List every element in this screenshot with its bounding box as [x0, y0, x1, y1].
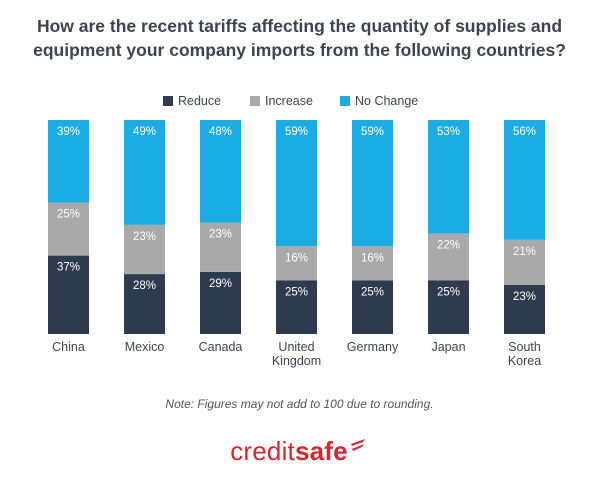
bar-group-china: 37% 25% 39% China: [48, 120, 89, 354]
data-label: 39%: [57, 126, 80, 138]
bar-segment-reduce: [48, 255, 89, 334]
chart-title-line-1: How are the recent tariffs affecting the…: [36, 16, 563, 36]
stacked-bar-chart: Reduce Increase No Change 37% 25% 39% China 28%…: [48, 94, 545, 368]
chart-title-line-2: equipment your company imports from the …: [33, 40, 566, 60]
legend-label-increase: Increase: [265, 94, 313, 108]
logo-text-safe: safe: [294, 436, 348, 466]
data-label: 53%: [437, 126, 460, 138]
chart-note: Note: Figures may not add to 100 due to …: [165, 397, 434, 411]
category-label: China: [52, 340, 85, 354]
bar-segment-increase: [352, 246, 393, 281]
creditsafe-logo: creditsafe: [0, 436, 599, 467]
bar-segment-no-change: [276, 120, 317, 247]
data-label: 56%: [513, 126, 536, 138]
category-label: Kingdom: [272, 354, 321, 368]
bar-segment-no-change: [428, 120, 469, 234]
bar-group-japan: 25% 22% 53% Japan: [428, 120, 469, 354]
data-label: 59%: [361, 126, 384, 138]
bar-group-mexico: 28% 23% 49% Mexico: [124, 120, 165, 354]
data-label: 25%: [361, 287, 384, 299]
bar-segment-increase: [124, 224, 165, 275]
bar-group-germany: 25% 16% 59% Germany: [347, 120, 399, 354]
data-label: 16%: [361, 252, 384, 264]
data-label: 25%: [437, 287, 460, 299]
data-label: 29%: [209, 278, 232, 290]
data-label: 59%: [285, 126, 308, 138]
data-label: 16%: [285, 252, 308, 264]
data-label: 23%: [133, 231, 156, 243]
data-label: 28%: [133, 280, 156, 292]
bar-segment-increase: [200, 222, 241, 272]
data-label: 25%: [57, 209, 80, 221]
bar-segment-reduce: [124, 274, 165, 334]
legend-swatch-no-change: [340, 96, 350, 106]
chart-title: How are the recent tariffs affecting the…: [0, 14, 599, 62]
data-label: 23%: [209, 229, 232, 241]
data-label: 21%: [513, 246, 536, 258]
logo-text-credit: credit: [230, 436, 295, 466]
bar-segment-reduce: [504, 284, 545, 334]
bar-segment-no-change: [352, 120, 393, 247]
category-label: United: [278, 340, 314, 354]
bar-segment-increase: [428, 233, 469, 281]
category-label: Japan: [431, 340, 465, 354]
data-label: 23%: [513, 291, 536, 303]
bar-segment-reduce: [200, 271, 241, 334]
category-label: Canada: [199, 340, 243, 354]
bar-segment-increase: [504, 239, 545, 285]
data-label: 25%: [285, 287, 308, 299]
data-label: 22%: [437, 239, 460, 251]
legend-label-reduce: Reduce: [178, 94, 221, 108]
bar-segment-reduce: [276, 280, 317, 334]
data-label: 49%: [133, 126, 156, 138]
legend-swatch-reduce: [163, 96, 173, 106]
bar-segment-reduce: [428, 280, 469, 334]
bar-segment-reduce: [352, 280, 393, 334]
category-label: Korea: [508, 354, 541, 368]
bar-segment-increase: [276, 246, 317, 281]
bar-segment-increase: [48, 202, 89, 256]
category-label: South: [508, 340, 541, 354]
bar-segment-no-change: [200, 120, 241, 223]
bar-segment-no-change: [124, 120, 165, 225]
logo-swoosh-icon: [350, 439, 365, 451]
bar-group-canada: 29% 23% 48% Canada: [199, 120, 243, 354]
category-label: Mexico: [125, 340, 165, 354]
bar-segment-no-change: [48, 120, 89, 203]
category-label: Germany: [347, 340, 399, 354]
legend-swatch-increase: [250, 96, 260, 106]
bar-segment-no-change: [504, 120, 545, 240]
data-label: 37%: [57, 262, 80, 274]
legend-label-no-change: No Change: [355, 94, 418, 108]
legend: Reduce Increase No Change: [163, 94, 418, 108]
data-label: 48%: [209, 126, 232, 138]
